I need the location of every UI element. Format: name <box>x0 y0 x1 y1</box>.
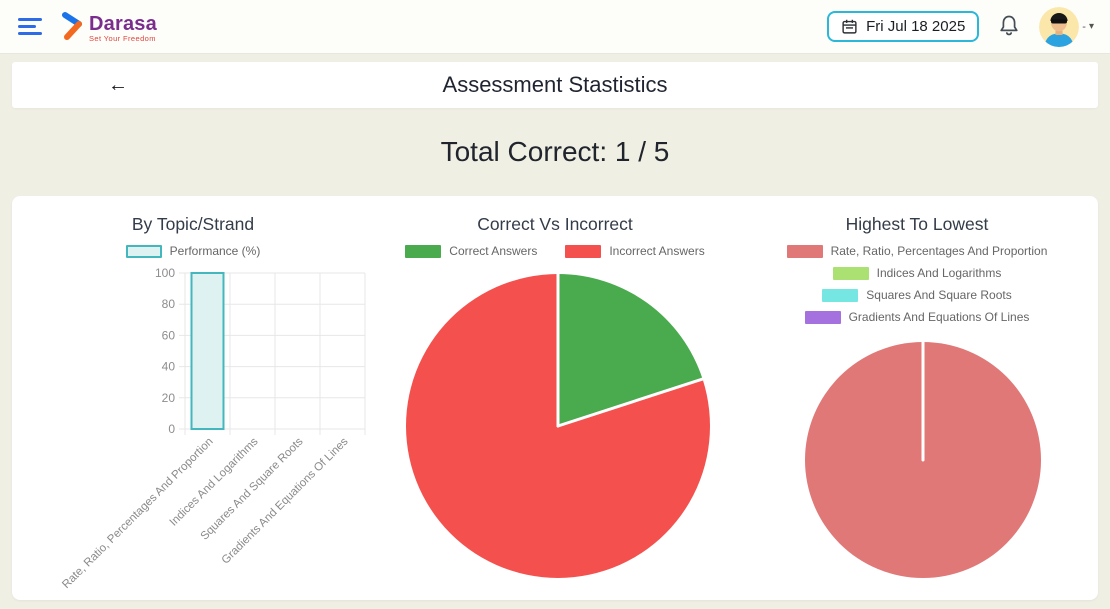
summary-section: Total Correct: 1 / 5 <box>0 108 1110 196</box>
chart-title: By Topic/Strand <box>131 214 255 234</box>
legend-item[interactable]: Rate, Ratio, Percentages And Proportion <box>786 244 1048 258</box>
svg-text:Indices And Logarithms: Indices And Logarithms <box>168 435 261 528</box>
legend-row: Squares And Square Roots <box>822 284 1012 306</box>
user-menu[interactable]: - ▾ <box>1039 6 1094 47</box>
legend-item[interactable]: Correct Answers <box>405 244 537 258</box>
caret-down-icon: ▾ <box>1088 21 1094 32</box>
bell-icon <box>1000 15 1018 35</box>
svg-text:80: 80 <box>162 297 176 311</box>
pie-chart-correct-svg <box>405 272 710 578</box>
menu-button[interactable] <box>16 14 44 39</box>
chart-highest-to-lowest: Highest To Lowest Rate, Ratio, Percentag… <box>736 196 1098 600</box>
legend-label: Rate, Ratio, Percentages And Proportion <box>830 244 1048 258</box>
svg-text:60: 60 <box>162 328 176 342</box>
hamburger-icon <box>18 18 42 21</box>
chart-title: Highest To Lowest <box>845 214 989 234</box>
chart-legend: Correct Answers Incorrect Answers <box>405 240 705 262</box>
date-label: Fri Jul 18 2025 <box>866 18 966 35</box>
svg-text:0: 0 <box>168 422 175 436</box>
legend-swatch <box>822 288 859 302</box>
legend-swatch <box>125 244 162 258</box>
back-button[interactable]: ← <box>100 72 136 99</box>
chart-by-topic: By Topic/Strand Performance (%) 0 20 40 60 8… <box>12 196 374 600</box>
charts-panel: By Topic/Strand Performance (%) 0 20 40 60 8… <box>12 196 1098 600</box>
legend-label: Indices And Logarithms <box>876 266 1002 280</box>
legend-row: Correct Answers Incorrect Answers <box>405 240 705 262</box>
legend-label: Incorrect Answers <box>609 244 705 258</box>
bar-chart-svg: 0 20 40 60 80 100 Rate, Ratio, Percentages And… <box>60 266 366 591</box>
brand-mark-icon <box>62 11 82 40</box>
chart-legend: Rate, Ratio, Percentages And Proportion I… <box>786 240 1048 328</box>
header-right: Fri Jul 18 2025 - ▾ <box>827 6 1094 47</box>
legend-row: Gradients And Equations Of Lines <box>804 306 1030 328</box>
legend-label: Correct Answers <box>449 244 538 258</box>
legend-item[interactable]: Squares And Square Roots <box>822 288 1012 302</box>
brand-tagline: Set Your Freedom <box>89 33 156 43</box>
legend-swatch <box>832 266 869 280</box>
brand-logo[interactable]: Darasa Set Your Freedom <box>60 11 157 43</box>
legend-item[interactable]: Performance (%) <box>125 244 261 258</box>
brand-name: Darasa <box>89 12 157 35</box>
legend-swatch <box>565 244 602 258</box>
dropdown-dash: - <box>1082 20 1086 33</box>
legend-item[interactable]: Gradients And Equations Of Lines <box>804 310 1030 324</box>
legend-item[interactable]: Indices And Logarithms <box>832 266 1002 280</box>
total-correct-text: Total Correct: 1 / 5 <box>440 136 670 167</box>
page-title: Assessment Stastistics <box>442 72 668 97</box>
chart-title: Correct Vs Incorrect <box>477 214 633 234</box>
header-left: Darasa Set Your Freedom <box>16 11 157 43</box>
app-header: Darasa Set Your Freedom Fri Jul 18 2025 <box>0 0 1110 54</box>
svg-text:20: 20 <box>162 391 176 405</box>
notifications-button[interactable] <box>997 12 1021 42</box>
svg-text:40: 40 <box>162 360 176 374</box>
legend-swatch <box>786 244 823 258</box>
legend-label: Squares And Square Roots <box>866 288 1012 302</box>
user-avatar <box>1039 6 1080 47</box>
legend-row: Rate, Ratio, Percentages And Proportion <box>786 240 1048 262</box>
legend-label: Performance (%) <box>169 244 261 258</box>
chart-legend: Performance (%) <box>125 240 261 262</box>
main-content: ← Assessment Stastistics Total Correct: … <box>0 62 1110 600</box>
chart-correct-vs-incorrect: Correct Vs Incorrect Correct Answers Inco… <box>374 196 736 600</box>
svg-text:Rate, Ratio, Percentages And P: Rate, Ratio, Percentages And Proportion <box>60 436 215 591</box>
legend-swatch <box>405 244 442 258</box>
page-title-bar: ← Assessment Stastistics <box>12 62 1098 108</box>
pie-chart-topics-svg <box>805 340 1041 578</box>
legend-row: Indices And Logarithms <box>832 262 1002 284</box>
legend-item[interactable]: Incorrect Answers <box>565 244 705 258</box>
legend-label: Gradients And Equations Of Lines <box>848 310 1030 324</box>
calendar-icon <box>842 19 857 34</box>
svg-text:100: 100 <box>155 266 175 280</box>
legend-swatch <box>804 310 841 324</box>
date-picker-button[interactable]: Fri Jul 18 2025 <box>827 11 980 42</box>
legend-row: Performance (%) <box>125 240 261 262</box>
